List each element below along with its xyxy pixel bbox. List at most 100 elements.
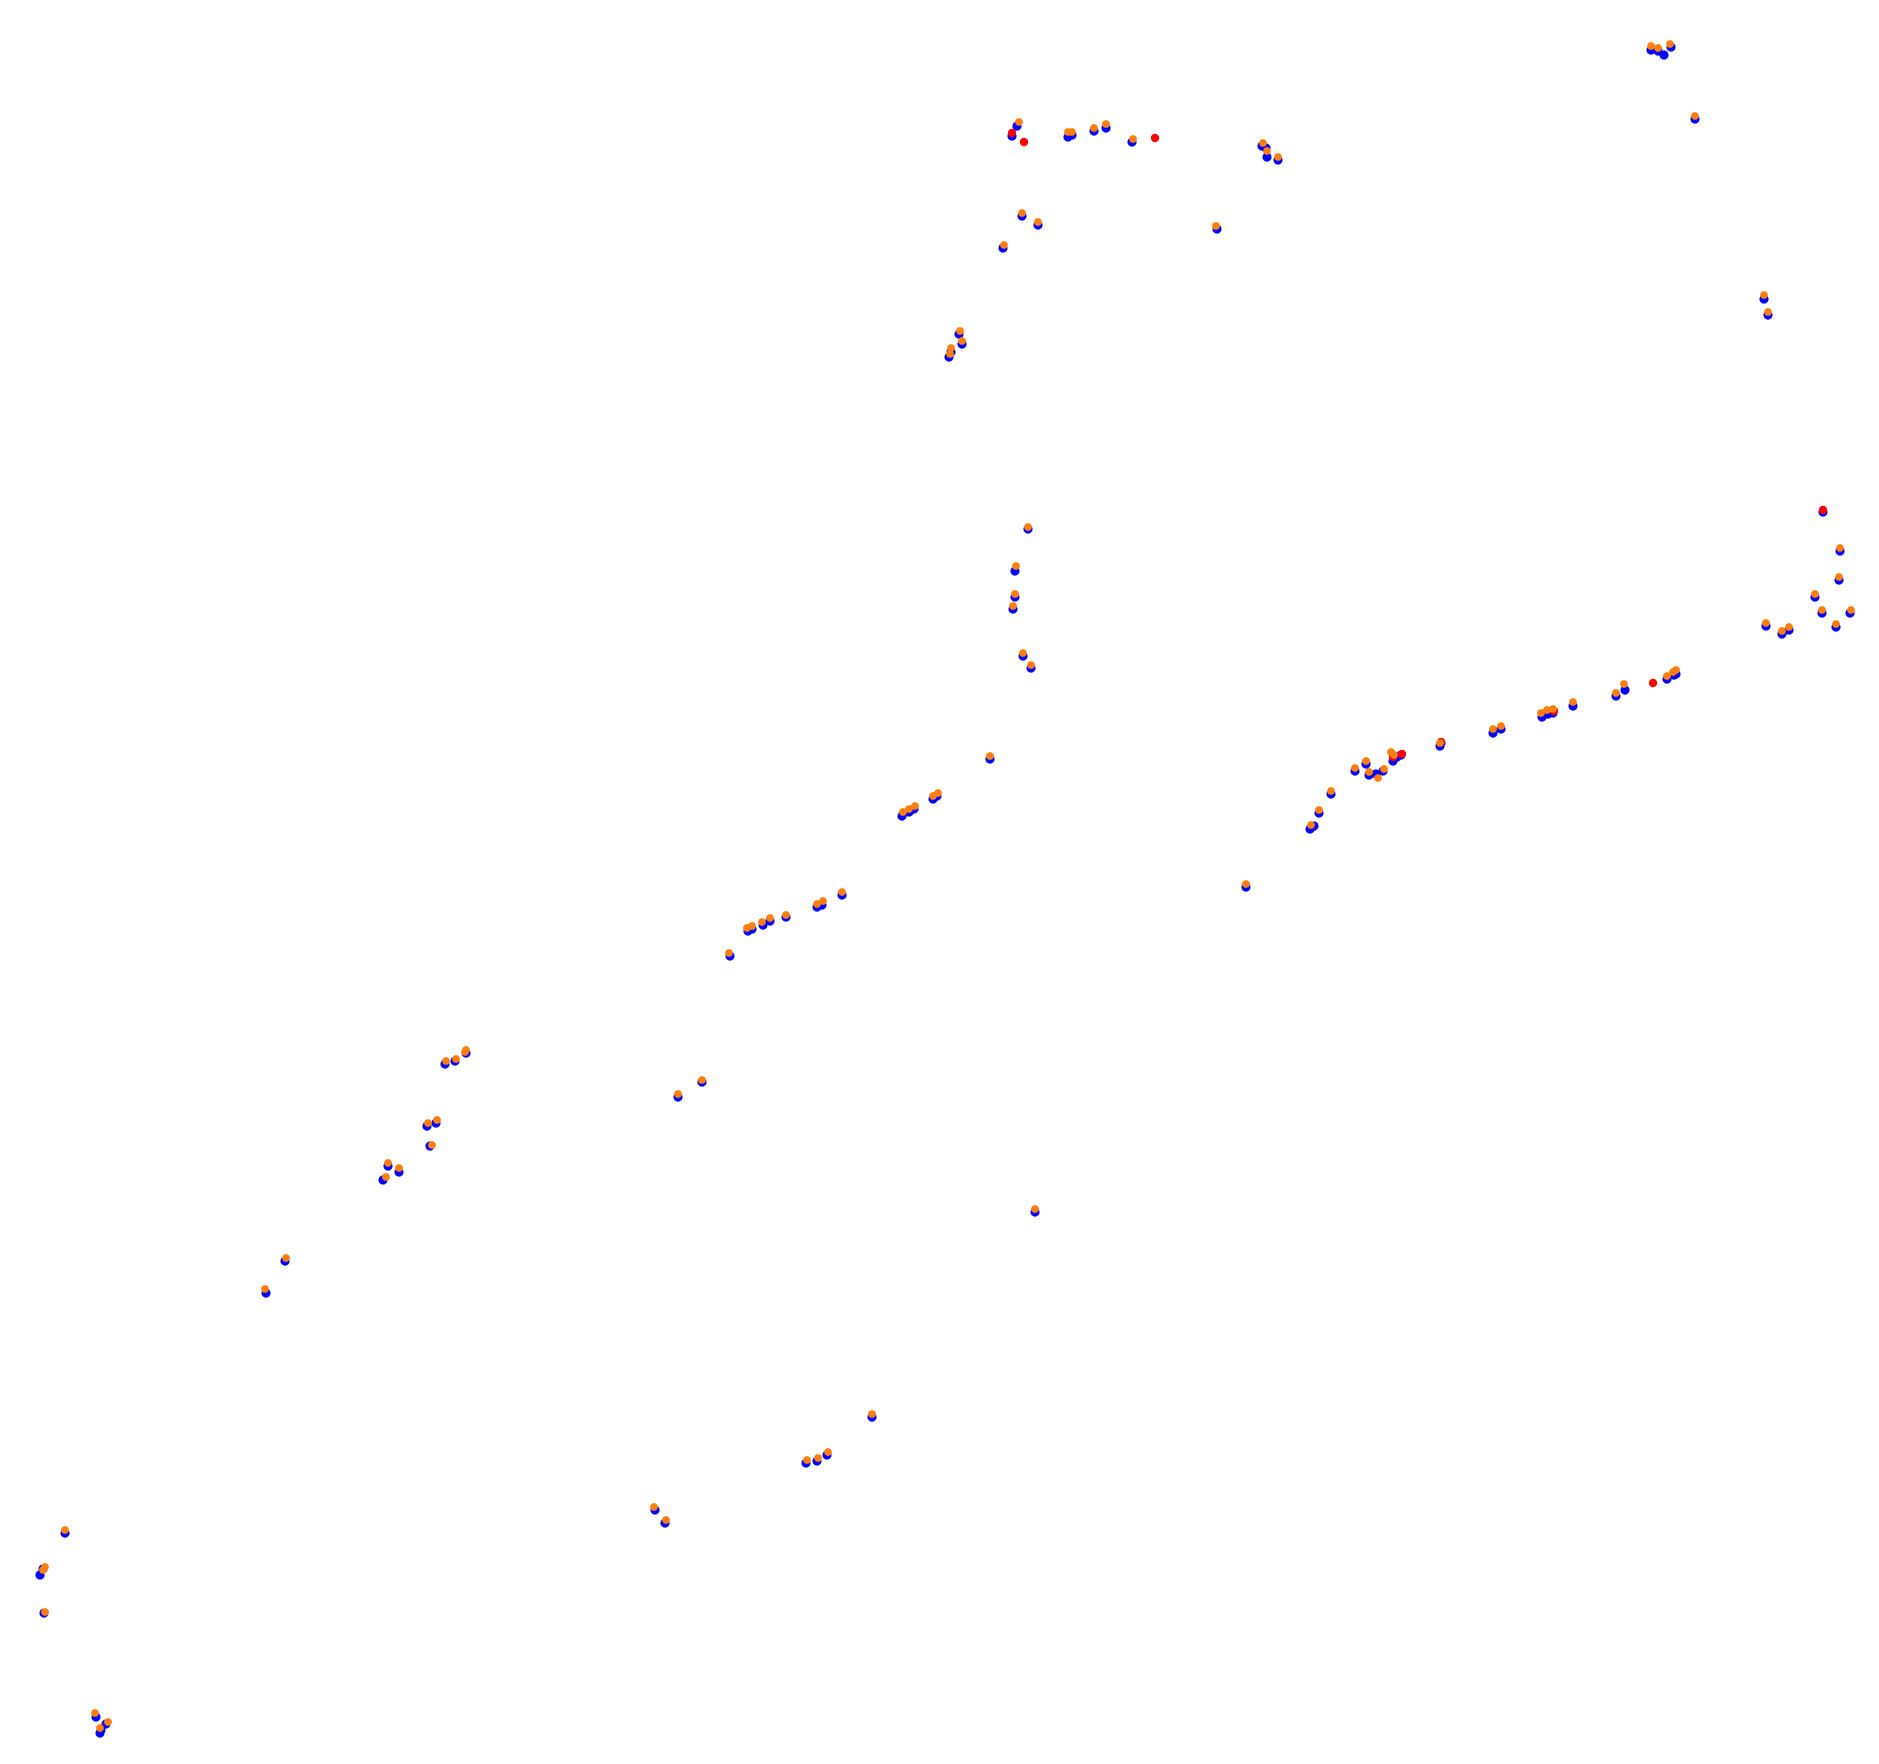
data-point	[1832, 620, 1840, 628]
data-point	[1012, 562, 1020, 570]
data-point	[946, 350, 954, 358]
data-point	[1620, 680, 1628, 688]
data-point	[1818, 505, 1828, 515]
data-point	[41, 1608, 49, 1616]
data-point	[674, 1090, 682, 1098]
data-point	[899, 808, 907, 816]
data-point	[1327, 787, 1335, 795]
data-point	[1811, 590, 1819, 598]
data-point	[1847, 606, 1855, 614]
data-point	[1307, 821, 1315, 829]
data-point	[1365, 768, 1373, 776]
data-point	[1019, 649, 1027, 657]
data-point	[986, 752, 994, 760]
data-point	[1034, 218, 1042, 226]
data-point	[1612, 689, 1620, 697]
data-point	[1543, 706, 1551, 714]
data-point	[956, 327, 964, 335]
data-point	[428, 1141, 436, 1149]
data-point	[1818, 606, 1826, 614]
data-point	[911, 802, 919, 810]
data-point	[1537, 709, 1545, 717]
data-point	[424, 1119, 432, 1127]
data-point	[1262, 152, 1272, 162]
data-point	[838, 888, 846, 896]
data-point	[824, 1448, 832, 1456]
data-point	[1666, 40, 1674, 48]
data-point	[1436, 739, 1444, 747]
data-point	[384, 1159, 392, 1167]
data-point	[650, 1503, 658, 1511]
data-point	[1011, 590, 1019, 598]
data-point	[1497, 722, 1505, 730]
data-point	[1150, 133, 1160, 143]
data-point	[1090, 124, 1098, 132]
data-point	[782, 911, 790, 919]
data-point	[452, 1055, 460, 1063]
data-point	[1778, 627, 1786, 635]
data-point	[803, 1456, 811, 1464]
data-point	[1009, 602, 1017, 610]
data-point	[1212, 222, 1220, 230]
data-point	[1569, 698, 1577, 706]
data-point	[1129, 135, 1137, 143]
data-point	[282, 1254, 290, 1262]
data-point	[1351, 764, 1359, 772]
data-point	[1274, 153, 1282, 161]
data-point	[1397, 749, 1407, 759]
data-point	[442, 1057, 450, 1065]
data-point	[1007, 128, 1017, 138]
data-point	[1102, 120, 1110, 128]
data-point	[61, 1526, 69, 1534]
data-point	[1785, 623, 1793, 631]
data-point	[748, 922, 756, 930]
data-point	[1654, 44, 1662, 52]
data-point	[1019, 137, 1029, 147]
data-point	[698, 1076, 706, 1084]
data-point	[1068, 128, 1076, 136]
data-point	[1315, 806, 1323, 814]
data-point	[1263, 147, 1271, 155]
data-point	[91, 1709, 99, 1717]
data-point	[1549, 705, 1557, 713]
data-point	[1663, 672, 1671, 680]
data-point	[868, 1410, 876, 1418]
data-point	[1000, 241, 1008, 249]
data-point	[1659, 50, 1669, 60]
data-point	[758, 918, 766, 926]
data-point	[395, 1164, 403, 1172]
data-point	[813, 900, 821, 908]
data-point	[1380, 765, 1388, 773]
data-point	[1362, 757, 1370, 765]
data-point	[819, 897, 827, 905]
data-point	[1762, 619, 1770, 627]
data-point	[934, 789, 942, 797]
data-point	[41, 1563, 49, 1571]
data-point	[1031, 1205, 1039, 1213]
data-point	[261, 1285, 269, 1293]
data-point	[104, 1718, 112, 1726]
data-point	[433, 1116, 441, 1124]
data-point	[1024, 523, 1032, 531]
data-point	[1691, 112, 1699, 120]
data-point	[905, 805, 913, 813]
data-point	[1648, 678, 1658, 688]
data-point	[1760, 291, 1768, 299]
series-2	[39, 40, 1855, 1732]
data-point	[1374, 774, 1382, 782]
data-point	[462, 1046, 470, 1054]
data-point	[725, 949, 733, 957]
data-point	[1027, 661, 1035, 669]
data-point	[96, 1724, 104, 1732]
data-point	[1647, 42, 1655, 50]
data-point	[1015, 118, 1023, 126]
data-point	[958, 337, 966, 345]
data-point	[1672, 666, 1680, 674]
data-point	[1018, 209, 1026, 217]
data-point	[1835, 573, 1843, 581]
data-point	[766, 914, 774, 922]
data-point	[1836, 544, 1844, 552]
data-point	[814, 1454, 822, 1462]
